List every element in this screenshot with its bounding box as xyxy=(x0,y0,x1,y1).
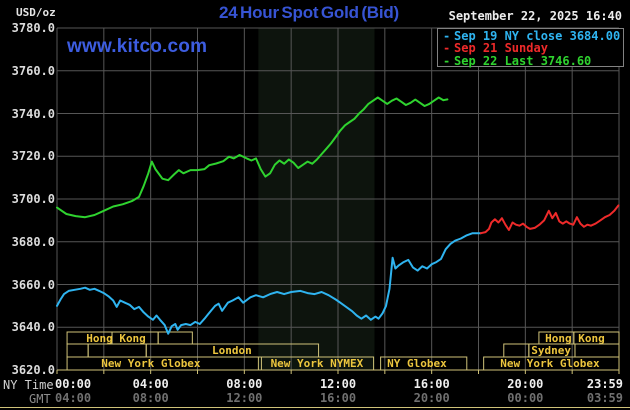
y-tick-label: 3680.0 xyxy=(11,234,55,249)
legend-dash-icon: - xyxy=(443,29,451,43)
y-axis-unit-label: USD/oz xyxy=(16,6,56,19)
session-label: Hong Kong xyxy=(86,332,146,345)
gmt-tick-label: 20:00 xyxy=(413,391,450,405)
ny-time-tick-label: 16:00 xyxy=(413,377,450,391)
gmt-tick-label: 08:00 xyxy=(132,391,169,405)
price-line-sep19 xyxy=(56,232,482,335)
y-tick-label: 3780.0 xyxy=(11,21,55,35)
session-label: London xyxy=(212,344,252,357)
session-label: New York NYMEX xyxy=(271,357,364,370)
ny-time-tick-label: 20:00 xyxy=(507,377,544,391)
y-tick-label: 3620.0 xyxy=(11,363,55,377)
y-tick-label: 3700.0 xyxy=(11,192,55,206)
legend-item: - Sep 19 NY close 3684.00 xyxy=(443,29,623,43)
y-tick-label: 3640.0 xyxy=(11,320,55,335)
ny-time-tick-label: 23:59 xyxy=(586,377,623,391)
gmt-tick-label: 12:00 xyxy=(226,391,263,405)
kitco-watermark-link[interactable]: www.kitco.com xyxy=(67,36,208,57)
gmt-tick-label: 04:00 xyxy=(55,391,92,405)
y-tick-label: 3660.0 xyxy=(11,277,55,292)
gmt-axis-caption: GMT xyxy=(29,392,51,406)
legend-dash-icon: - xyxy=(443,53,451,68)
ny-time-tick-label: 00:00 xyxy=(55,377,92,391)
session-label: NY Globex xyxy=(387,357,447,370)
legend-item-text: Sep 19 NY close 3684.00 xyxy=(454,29,621,43)
gmt-tick-label: 00:00 xyxy=(507,391,544,405)
session-label: Hong Kong xyxy=(545,332,605,345)
legend-dash-icon: - xyxy=(443,41,451,56)
ny-time-tick-label: 04:00 xyxy=(132,377,169,391)
legend-item-text: Sep 22 Last 3746.60 xyxy=(454,53,592,68)
legend-item: - Sep 21 Sunday xyxy=(443,41,623,56)
ny-time-axis-caption: NY Time xyxy=(3,378,54,392)
session-box xyxy=(157,331,193,345)
price-line-sep21 xyxy=(479,204,620,235)
y-tick-label: 3740.0 xyxy=(11,106,55,121)
chart-datetime: September 22, 2025 16:40 xyxy=(448,9,622,23)
chart-legend: - Sep 19 NY close 3684.00- Sep 21 Sunday - S… xyxy=(437,28,624,67)
chart-title: 24 Hour Spot Gold (Bid) xyxy=(218,3,400,22)
ny-time-tick-label: 12:00 xyxy=(319,377,357,391)
session-box xyxy=(87,343,147,358)
session-label: New York Globex xyxy=(500,357,600,370)
session-label: New York Globex xyxy=(101,357,201,370)
price-line-sep22 xyxy=(56,96,449,219)
ny-time-tick-label: 08:00 xyxy=(226,377,263,391)
session-label: Sydney xyxy=(531,344,571,357)
legend-item: - Sep 22 Last 3746.60 xyxy=(443,53,623,68)
session-box xyxy=(574,343,620,358)
y-tick-label: 3720.0 xyxy=(11,149,55,164)
gmt-tick-label: 16:00 xyxy=(319,391,357,405)
gmt-tick-label: 03:59 xyxy=(586,391,623,405)
session-box xyxy=(66,343,89,358)
y-tick-label: 3760.0 xyxy=(11,63,55,78)
legend-item-text: Sep 21 Sunday xyxy=(454,41,548,56)
